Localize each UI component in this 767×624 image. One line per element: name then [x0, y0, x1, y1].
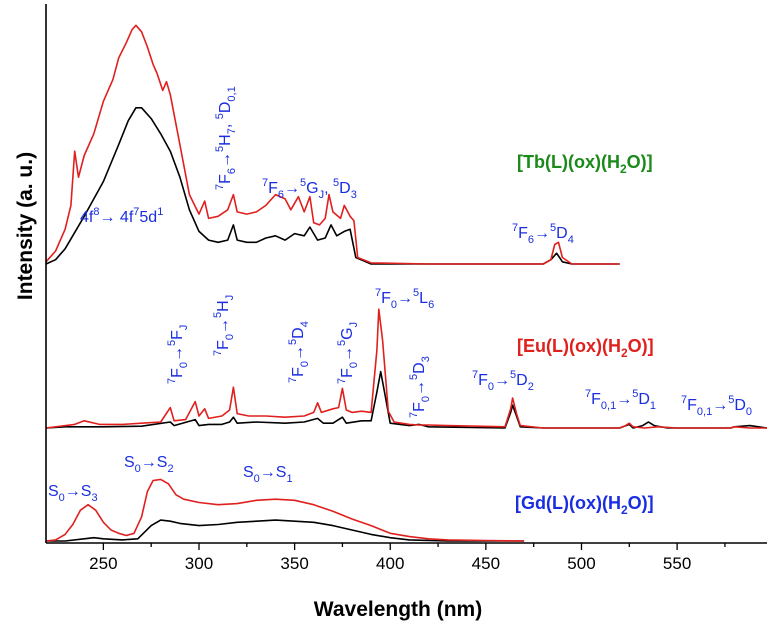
x-tick-label: 450: [472, 554, 500, 573]
transition-label: 7F6→5D4: [512, 222, 574, 246]
transition-label: 7F0→5L6: [375, 287, 434, 311]
transition-label: 7F6→5GJ, 5D3: [262, 177, 357, 201]
plot-frame: [45, 4, 767, 544]
compound-label: [Eu(L)(ox)(H2O)]: [517, 336, 654, 360]
x-tick-label: 550: [663, 554, 691, 573]
x-tick-label: 250: [89, 554, 117, 573]
transition-label: 7F0→5D2: [472, 369, 534, 393]
spectrum-line: [45, 24, 620, 265]
transition-label: 7F6→5H7, 5D0,1: [214, 86, 238, 190]
transition-label: 7F0,1→5D0: [681, 394, 752, 418]
transition-label: 7F0→5D3: [408, 356, 432, 418]
spectra-curves: [45, 24, 767, 542]
x-tick-label: 400: [376, 554, 404, 573]
spectrum-line: [45, 478, 525, 542]
x-tick-label: 500: [567, 554, 595, 573]
transition-label: S0→S3: [48, 483, 98, 504]
transition-label: 7F0→5D4: [287, 321, 311, 383]
x-tick-label: 350: [280, 554, 308, 573]
transition-label: 7F0→5GJ: [336, 322, 360, 384]
spectrum-line: [45, 308, 767, 429]
spectrum-line: [46, 519, 525, 542]
x-axis-title: Wavelength (nm): [314, 598, 482, 621]
transition-label: S0→S2: [124, 454, 174, 475]
compound-label: [Tb(L)(ox)(H2O)]: [517, 152, 653, 176]
transition-label: S0→S1: [243, 464, 293, 485]
x-axis-ticks: 250 300 350 400 450 500 550: [89, 543, 726, 573]
transition-label: 7F0→5HJ: [212, 295, 236, 356]
transition-annotations: 4f8→ 4f75d1 7F6→5H7, 5D0,1 7F6→5GJ, 5D3 7F6…: [48, 86, 752, 504]
spectrum-line: [45, 370, 767, 429]
transition-label: 4f8→ 4f75d1: [80, 206, 163, 226]
transition-label: 7F0→5FJ: [166, 325, 190, 384]
compound-labels: [Tb(L)(ox)(H2O)] [Eu(L)(ox)(H2O)] [Gd(L)(o…: [515, 152, 654, 517]
x-tick-label: 300: [185, 554, 213, 573]
compound-label: [Gd(L)(ox)(H2O)]: [515, 493, 654, 517]
y-axis-title: Intensity (a. u.): [14, 152, 37, 300]
transition-label: 7F0,1→5D1: [585, 388, 656, 412]
